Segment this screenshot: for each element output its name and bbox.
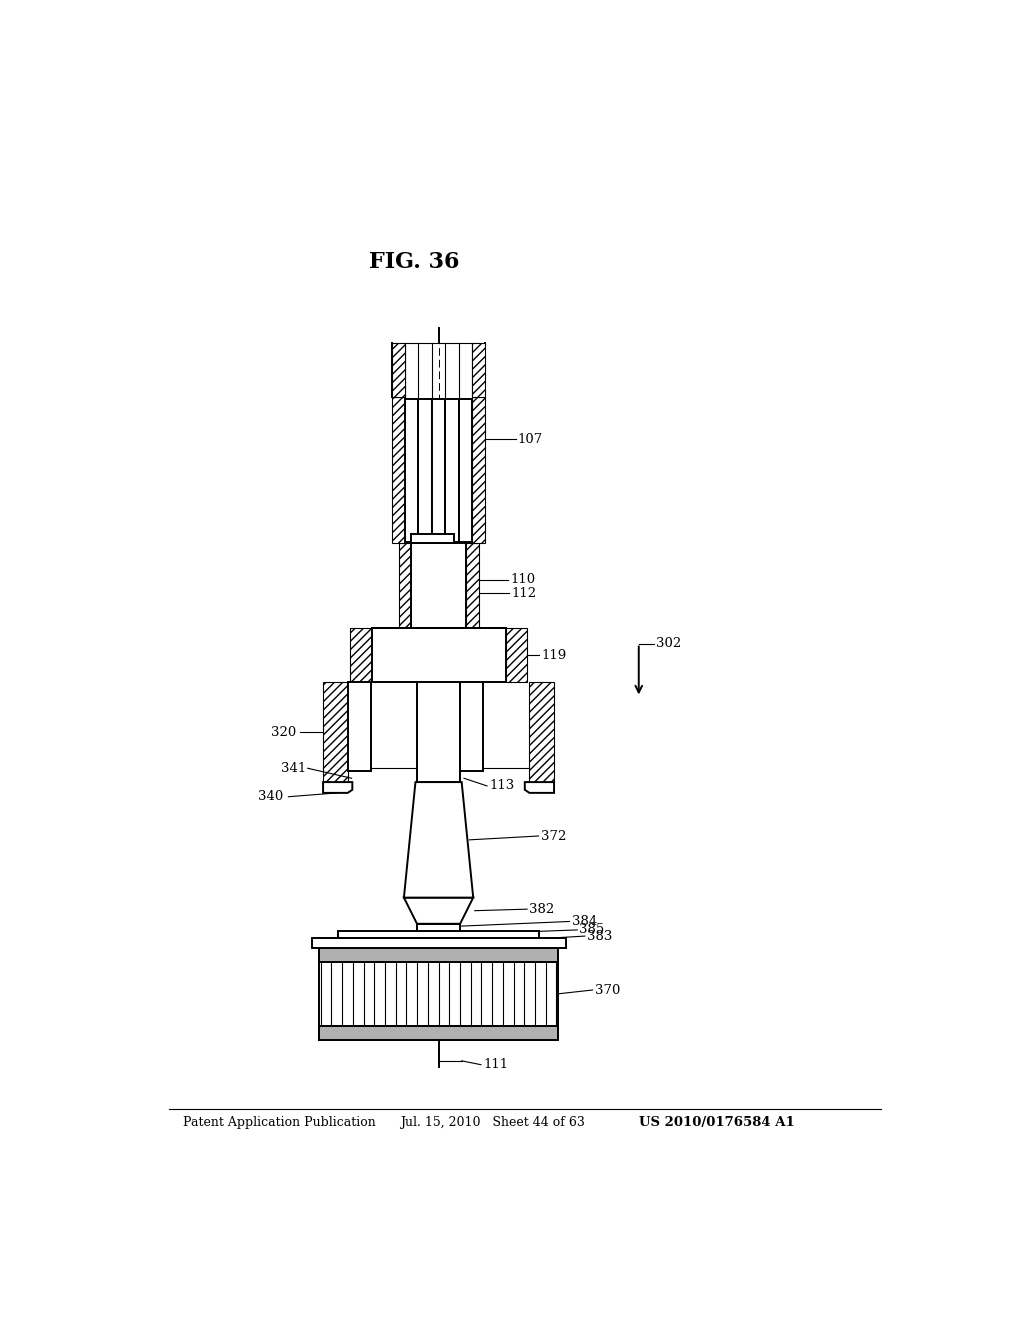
Bar — [417, 667, 460, 781]
Bar — [350, 628, 372, 682]
Polygon shape — [403, 898, 473, 924]
Bar — [411, 544, 466, 628]
Bar — [459, 399, 472, 543]
Text: 340: 340 — [258, 791, 283, 804]
Text: 110: 110 — [510, 573, 536, 586]
Text: 372: 372 — [541, 829, 566, 842]
Bar — [392, 343, 404, 397]
Text: Jul. 15, 2010   Sheet 44 of 63: Jul. 15, 2010 Sheet 44 of 63 — [400, 1115, 585, 1129]
Text: 302: 302 — [656, 638, 682, 649]
Text: 107: 107 — [518, 433, 543, 446]
Text: 384: 384 — [571, 915, 597, 928]
Text: 111: 111 — [483, 1059, 508, 1072]
Bar — [529, 682, 554, 781]
Bar — [418, 399, 432, 543]
Bar — [311, 937, 565, 948]
Bar — [472, 397, 484, 544]
Bar — [460, 682, 483, 771]
Polygon shape — [524, 781, 554, 793]
Text: 113: 113 — [489, 779, 515, 792]
Text: 382: 382 — [529, 903, 555, 916]
Text: 385: 385 — [580, 924, 605, 936]
Text: US 2010/0176584 A1: US 2010/0176584 A1 — [639, 1115, 795, 1129]
Text: FIG. 36: FIG. 36 — [370, 251, 460, 273]
Polygon shape — [323, 781, 352, 793]
Bar — [319, 1026, 558, 1040]
Bar — [432, 399, 445, 543]
Bar — [392, 397, 404, 544]
Bar — [466, 544, 478, 628]
Bar — [398, 544, 411, 628]
Polygon shape — [403, 781, 473, 898]
Bar — [411, 535, 454, 544]
Bar — [445, 399, 459, 543]
Bar — [319, 948, 558, 961]
Text: 112: 112 — [512, 587, 537, 601]
Bar — [404, 399, 418, 543]
Text: 119: 119 — [541, 648, 566, 661]
Bar — [348, 682, 371, 771]
Text: 383: 383 — [587, 929, 612, 942]
Bar — [506, 628, 527, 682]
Bar — [372, 628, 506, 682]
Text: 370: 370 — [595, 983, 621, 997]
Text: Patent Application Publication: Patent Application Publication — [183, 1115, 376, 1129]
Bar — [339, 932, 539, 937]
Text: 320: 320 — [270, 726, 296, 739]
Text: 341: 341 — [281, 762, 306, 775]
Bar — [323, 682, 348, 781]
Bar — [472, 343, 484, 397]
Bar — [319, 948, 558, 1040]
Bar — [417, 924, 460, 932]
